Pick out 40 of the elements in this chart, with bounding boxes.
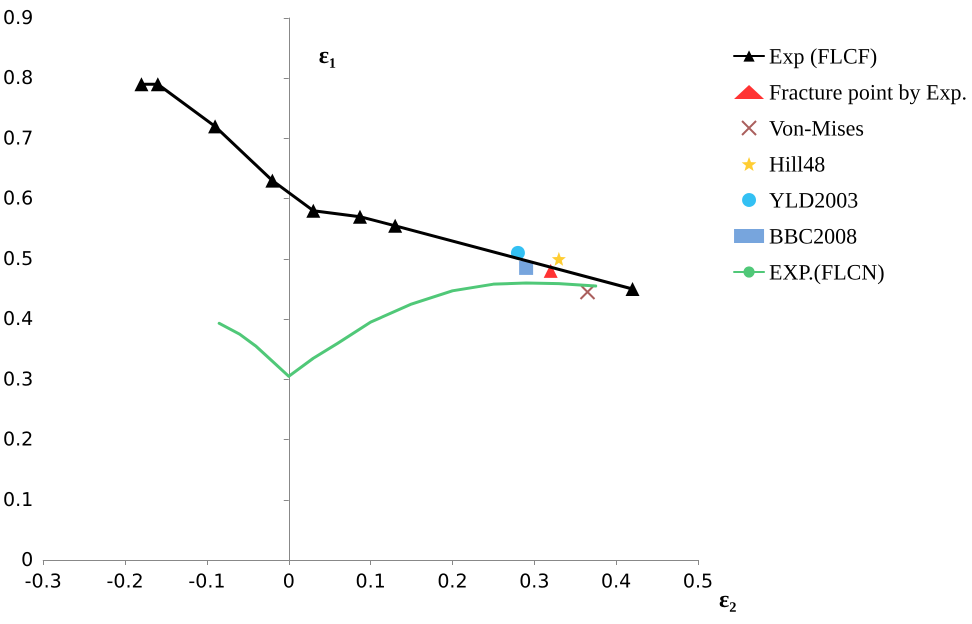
point (552, 252, 566, 266)
legend-label: EXP.(FLCN) (769, 260, 885, 284)
y-tick-label: 0 (21, 549, 34, 571)
x-tick-label: 0.3 (519, 570, 550, 592)
legend-label: Von-Mises (769, 116, 864, 140)
x-tick-label: -0.2 (106, 570, 144, 592)
point (626, 282, 640, 296)
x-axis-title: ε₂ (719, 587, 736, 613)
point (265, 174, 280, 188)
x-tick-label: 0.5 (682, 570, 714, 592)
x-tick-label: -0.3 (24, 570, 62, 592)
x-tick-label: 0.1 (356, 570, 386, 592)
y-tick-label: 0.9 (3, 7, 34, 29)
point (150, 77, 165, 92)
y-axis-title: ε₁ (318, 43, 336, 69)
legend-label: BBC2008 (769, 224, 858, 248)
point (388, 218, 402, 233)
x-tick-label: -0.1 (188, 570, 226, 592)
point (519, 260, 534, 275)
y-tick-label: 0.4 (3, 308, 34, 330)
y-tick-label: 0.2 (3, 428, 34, 451)
point (208, 119, 222, 134)
x-tick-label: 0.2 (437, 570, 468, 592)
y-tick-label: 0.6 (3, 188, 34, 210)
x-tick-label: 0.4 (601, 570, 632, 592)
line-series (218, 281, 598, 378)
point (306, 204, 320, 218)
y-tick-label: 0.5 (3, 248, 34, 270)
legend-label: Hill48 (769, 152, 826, 176)
point (134, 77, 148, 92)
point (352, 210, 367, 224)
x-tick-label: 0 (282, 570, 295, 592)
y-tick-label: 0.1 (3, 488, 34, 511)
y-tick-label: 0.3 (3, 368, 34, 390)
legend-label: Fracture point by Exp. (769, 80, 968, 104)
legend-label: YLD2003 (769, 188, 858, 212)
point (580, 284, 596, 300)
legend-label: Exp (FLCF) (769, 44, 878, 68)
y-tick-label: 0.7 (3, 127, 34, 150)
y-tick-label: 0.8 (3, 67, 34, 90)
